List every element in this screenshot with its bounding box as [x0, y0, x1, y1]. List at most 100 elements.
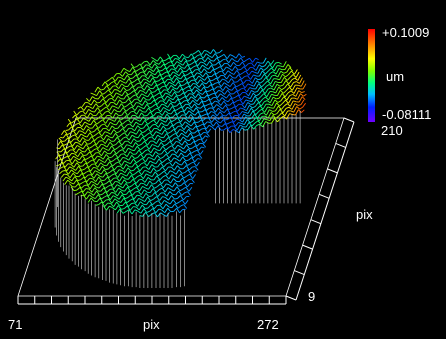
- surface-mesh-line: [145, 118, 150, 121]
- surface-mesh-line: [112, 92, 117, 98]
- surface-mesh-line: [267, 112, 272, 119]
- surface-mesh-line: [109, 169, 114, 173]
- surface-mesh-line: [97, 162, 102, 168]
- surface-mesh-line: [58, 155, 62, 161]
- surface-mesh-line: [87, 143, 91, 145]
- surface-mesh-line: [126, 144, 130, 146]
- surface-mesh-line: [166, 170, 171, 176]
- surface-mesh-line: [103, 95, 108, 99]
- surface-mesh-line: [233, 61, 237, 66]
- y-axis-tick: [318, 193, 330, 199]
- surface-mesh-line: [115, 187, 120, 193]
- surface-mesh-line: [165, 92, 169, 95]
- surface-mesh-line: [158, 187, 163, 191]
- surface-mesh-line: [115, 120, 120, 126]
- surface-mesh-line: [119, 137, 124, 142]
- surface-mesh-line: [231, 78, 235, 83]
- surface-mesh-line: [107, 138, 112, 142]
- surface-mesh-line: [153, 119, 158, 125]
- surface-mesh-line: [97, 94, 102, 100]
- surface-mesh-line: [156, 56, 161, 62]
- surface-mesh-line: [133, 166, 138, 171]
- surface-mesh-line: [180, 117, 184, 123]
- surface-mesh-line: [223, 54, 228, 59]
- surface-mesh-line: [259, 123, 264, 128]
- surface-mesh-line: [263, 67, 267, 71]
- surface-mesh-line: [103, 182, 107, 186]
- surface-mesh-line: [100, 162, 104, 166]
- surface-mesh-line: [143, 189, 148, 193]
- surface-mesh-line: [60, 136, 64, 139]
- surface-mesh-line: [102, 154, 107, 160]
- surface-mesh-line: [266, 84, 270, 87]
- surface-mesh-line: [117, 172, 122, 178]
- surface-mesh-line: [95, 131, 100, 135]
- surface-mesh-line: [114, 153, 119, 159]
- surface-mesh-line: [165, 166, 169, 172]
- surface-mesh-line: [230, 97, 235, 104]
- surface-mesh-line: [226, 93, 230, 99]
- surface-mesh-line: [114, 76, 119, 82]
- surface-mesh-line: [78, 190, 82, 194]
- surface-mesh-line: [144, 75, 149, 80]
- x-tick-min: 71: [8, 317, 23, 332]
- surface-mesh-line: [155, 123, 159, 128]
- surface-mesh-line: [169, 141, 174, 146]
- surface-mesh-line: [173, 178, 177, 182]
- surface-mesh-line: [139, 166, 144, 172]
- surface-mesh-line: [176, 148, 180, 154]
- surface-mesh-line: [182, 103, 186, 108]
- surface-mesh-line: [132, 94, 137, 97]
- surface-mesh-line: [118, 134, 122, 138]
- surface-mesh-line: [105, 173, 110, 178]
- surface-mesh-line: [212, 121, 217, 127]
- surface-mesh-line: [222, 58, 226, 61]
- surface-mesh-line: [136, 145, 141, 151]
- surface-mesh-line: [157, 183, 161, 187]
- surface-mesh-line: [298, 96, 303, 103]
- surface-mesh-line: [209, 97, 214, 101]
- surface-mesh-line: [65, 152, 70, 158]
- surface-mesh-line: [139, 136, 144, 142]
- surface-mesh-line: [138, 149, 143, 155]
- surface-mesh-line: [184, 191, 188, 194]
- surface-mesh-line: [130, 138, 135, 145]
- surface-mesh-line: [182, 78, 186, 83]
- surface-mesh-line: [110, 81, 115, 84]
- surface-mesh-line: [165, 99, 170, 105]
- surface-mesh-line: [180, 173, 185, 179]
- surface-mesh-line: [79, 155, 83, 161]
- surface-mesh-line: [207, 57, 212, 61]
- surface-mesh-line: [226, 127, 231, 133]
- surface-mesh-line: [269, 71, 274, 74]
- surface-mesh-line: [228, 67, 233, 72]
- surface-mesh-line: [122, 149, 126, 154]
- surface-mesh-line: [170, 149, 174, 152]
- surface-mesh-line: [126, 190, 130, 195]
- surface-mesh-line: [211, 65, 215, 70]
- surface-mesh-line: [119, 79, 124, 83]
- surface-mesh-line: [275, 115, 280, 119]
- surface-mesh-line: [198, 128, 203, 132]
- surface-mesh-line: [119, 107, 124, 113]
- surface-mesh-line: [264, 106, 269, 113]
- surface-mesh-line: [123, 153, 128, 158]
- surface-mesh-line: [198, 83, 203, 88]
- surface-mesh-line: [123, 67, 127, 71]
- surface-mesh-line: [184, 90, 189, 94]
- surface-mesh-line: [153, 196, 157, 200]
- surface-mesh-line: [94, 170, 99, 173]
- surface-mesh-line: [102, 147, 107, 150]
- surface-mesh-line: [264, 100, 268, 103]
- surface-mesh-line: [156, 128, 161, 132]
- surface-mesh-line: [132, 74, 137, 79]
- surface-mesh-line: [199, 97, 204, 103]
- surface-mesh-line: [145, 107, 149, 113]
- surface-mesh-line: [123, 144, 127, 150]
- surface-mesh-line: [164, 149, 168, 155]
- surface-mesh-line: [144, 100, 149, 105]
- surface-mesh-line: [151, 136, 156, 141]
- surface-mesh-line: [125, 183, 130, 188]
- surface-mesh-line: [197, 111, 202, 117]
- surface-mesh-line: [154, 171, 159, 176]
